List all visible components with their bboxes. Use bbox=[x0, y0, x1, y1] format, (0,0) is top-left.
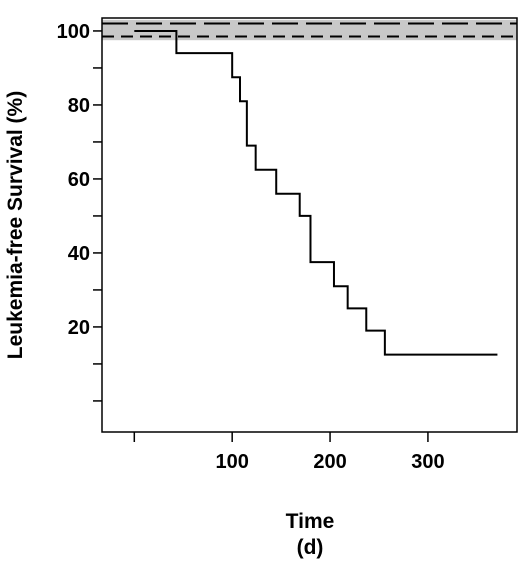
x-tick-label: 300 bbox=[411, 451, 444, 473]
reference-band bbox=[102, 19, 517, 41]
x-axis-label: (d) bbox=[297, 536, 324, 559]
y-tick-label: 80 bbox=[68, 95, 90, 117]
x-tick-label: 200 bbox=[313, 451, 346, 473]
x-axis-label: Time bbox=[286, 510, 335, 533]
y-axis-label: Leukemia-free Survival (%) bbox=[4, 91, 27, 359]
survival-curve bbox=[134, 29, 498, 356]
x-tick-label: 100 bbox=[215, 451, 248, 473]
y-tick-label: 40 bbox=[68, 243, 90, 265]
y-tick-label: 100 bbox=[57, 21, 90, 43]
plot-frame bbox=[101, 17, 518, 433]
y-tick-label: 20 bbox=[68, 317, 90, 339]
y-tick-label: 60 bbox=[68, 169, 90, 191]
